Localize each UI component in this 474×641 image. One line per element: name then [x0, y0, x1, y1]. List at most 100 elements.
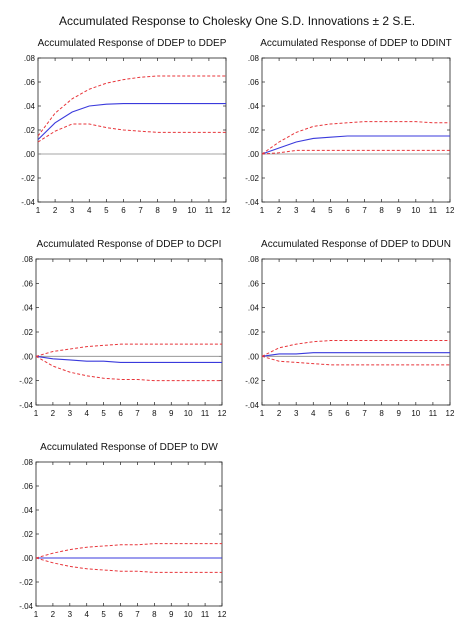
x-tick-label: 4	[311, 206, 316, 215]
y-tick-label: .00	[24, 150, 36, 159]
figure-title: Accumulated Response to Cholesky One S.D…	[58, 14, 416, 28]
y-tick-label: -.02	[19, 377, 33, 386]
x-tick-label: 9	[397, 409, 402, 418]
x-tick-label: 11	[429, 409, 438, 418]
y-tick-label: -.04	[19, 602, 33, 611]
panel-title: Accumulated Response of DDEP to DW	[40, 442, 218, 453]
x-tick-label: 12	[222, 206, 231, 215]
x-tick-label: 9	[397, 206, 402, 215]
x-tick-label: 12	[218, 409, 227, 418]
x-tick-label: 10	[184, 610, 193, 619]
x-tick-label: 10	[411, 409, 420, 418]
x-tick-label: 2	[277, 206, 282, 215]
y-tick-label: -.02	[245, 174, 259, 183]
y-tick-label: -.04	[245, 401, 259, 410]
x-tick-label: 12	[446, 409, 455, 418]
lower-band-line	[35, 557, 222, 573]
x-tick-label: 9	[169, 610, 174, 619]
y-tick-label: .02	[248, 328, 260, 337]
x-tick-label: 11	[201, 409, 210, 418]
y-tick-label: -.02	[19, 578, 33, 587]
x-tick-label: 8	[155, 206, 160, 215]
y-tick-label: .08	[24, 54, 36, 63]
y-tick-label: .08	[248, 54, 260, 63]
y-tick-label: .06	[248, 78, 260, 87]
x-tick-label: 10	[411, 206, 420, 215]
x-tick-label: 6	[345, 409, 350, 418]
panel-title: Accumulated Response of DDEP to DDEP	[38, 38, 227, 49]
x-tick-label: 1	[260, 206, 265, 215]
y-tick-label: -.04	[21, 198, 35, 207]
lower-band-line	[261, 355, 450, 366]
plot-frame	[261, 258, 451, 406]
x-tick-label: 3	[294, 409, 299, 418]
y-tick-label: .02	[22, 530, 34, 539]
response-line	[35, 355, 222, 363]
x-tick-label: 3	[70, 206, 75, 215]
y-tick-label: .06	[24, 78, 36, 87]
x-tick-label: 8	[152, 409, 157, 418]
plot-frame	[37, 57, 227, 203]
x-tick-label: 4	[85, 610, 90, 619]
y-tick-label: .04	[22, 304, 34, 313]
x-tick-label: 5	[328, 206, 333, 215]
y-tick-label: .06	[248, 279, 260, 288]
y-tick-label: .00	[248, 150, 260, 159]
panel-title: Accumulated Response of DDEP to DCPI	[37, 239, 222, 250]
x-tick-label: 3	[294, 206, 299, 215]
chart-panel-4: Accumulated Response of DDEP to DDUN.08.…	[245, 239, 455, 418]
y-tick-label: .04	[248, 304, 260, 313]
x-tick-label: 4	[87, 206, 92, 215]
x-tick-label: 9	[169, 409, 174, 418]
x-tick-label: 11	[429, 206, 438, 215]
x-tick-label: 1	[34, 409, 39, 418]
plot-frame	[261, 57, 451, 203]
panel-title: Accumulated Response of DDEP to DDUN	[261, 239, 451, 250]
x-tick-label: 2	[51, 409, 56, 418]
lower-band-line	[37, 123, 226, 143]
chart-panel-3: Accumulated Response of DDEP to DCPI.08.…	[19, 239, 227, 418]
x-tick-label: 8	[379, 206, 384, 215]
x-tick-label: 5	[328, 409, 333, 418]
x-tick-label: 9	[173, 206, 178, 215]
x-tick-label: 6	[118, 409, 123, 418]
x-tick-label: 11	[205, 206, 214, 215]
upper-band-line	[35, 543, 222, 559]
y-tick-label: .08	[248, 255, 260, 264]
x-tick-label: 7	[138, 206, 143, 215]
lower-band-line	[35, 355, 222, 382]
y-tick-label: -.04	[245, 198, 259, 207]
y-tick-label: .00	[22, 352, 34, 361]
y-tick-label: -.02	[245, 377, 259, 386]
x-tick-label: 4	[85, 409, 90, 418]
upper-band-line	[261, 340, 450, 357]
y-tick-label: .00	[248, 352, 260, 361]
y-tick-label: .06	[22, 482, 34, 491]
y-tick-label: .02	[24, 126, 36, 135]
y-tick-label: .08	[22, 458, 34, 467]
upper-band-line	[37, 75, 226, 137]
y-tick-label: .04	[248, 102, 260, 111]
y-tick-label: .00	[22, 554, 34, 563]
x-tick-label: 2	[51, 610, 56, 619]
x-tick-label: 5	[101, 409, 106, 418]
x-tick-label: 5	[104, 206, 109, 215]
lower-band-line	[261, 149, 450, 155]
chart-panel-1: Accumulated Response of DDEP to DDEP.08.…	[21, 38, 231, 215]
x-tick-label: 11	[201, 610, 210, 619]
x-tick-label: 3	[68, 610, 73, 619]
x-tick-label: 6	[118, 610, 123, 619]
x-tick-label: 1	[36, 206, 41, 215]
y-tick-label: -.02	[21, 174, 35, 183]
panel-title: Accumulated Response of DDEP to DDINT	[260, 38, 452, 49]
y-tick-label: .02	[22, 328, 34, 337]
x-tick-label: 1	[260, 409, 265, 418]
x-tick-label: 12	[446, 206, 455, 215]
x-tick-label: 3	[68, 409, 73, 418]
x-tick-label: 6	[345, 206, 350, 215]
x-tick-label: 7	[362, 409, 367, 418]
x-tick-label: 8	[379, 409, 384, 418]
x-tick-label: 7	[362, 206, 367, 215]
x-tick-label: 1	[34, 610, 39, 619]
